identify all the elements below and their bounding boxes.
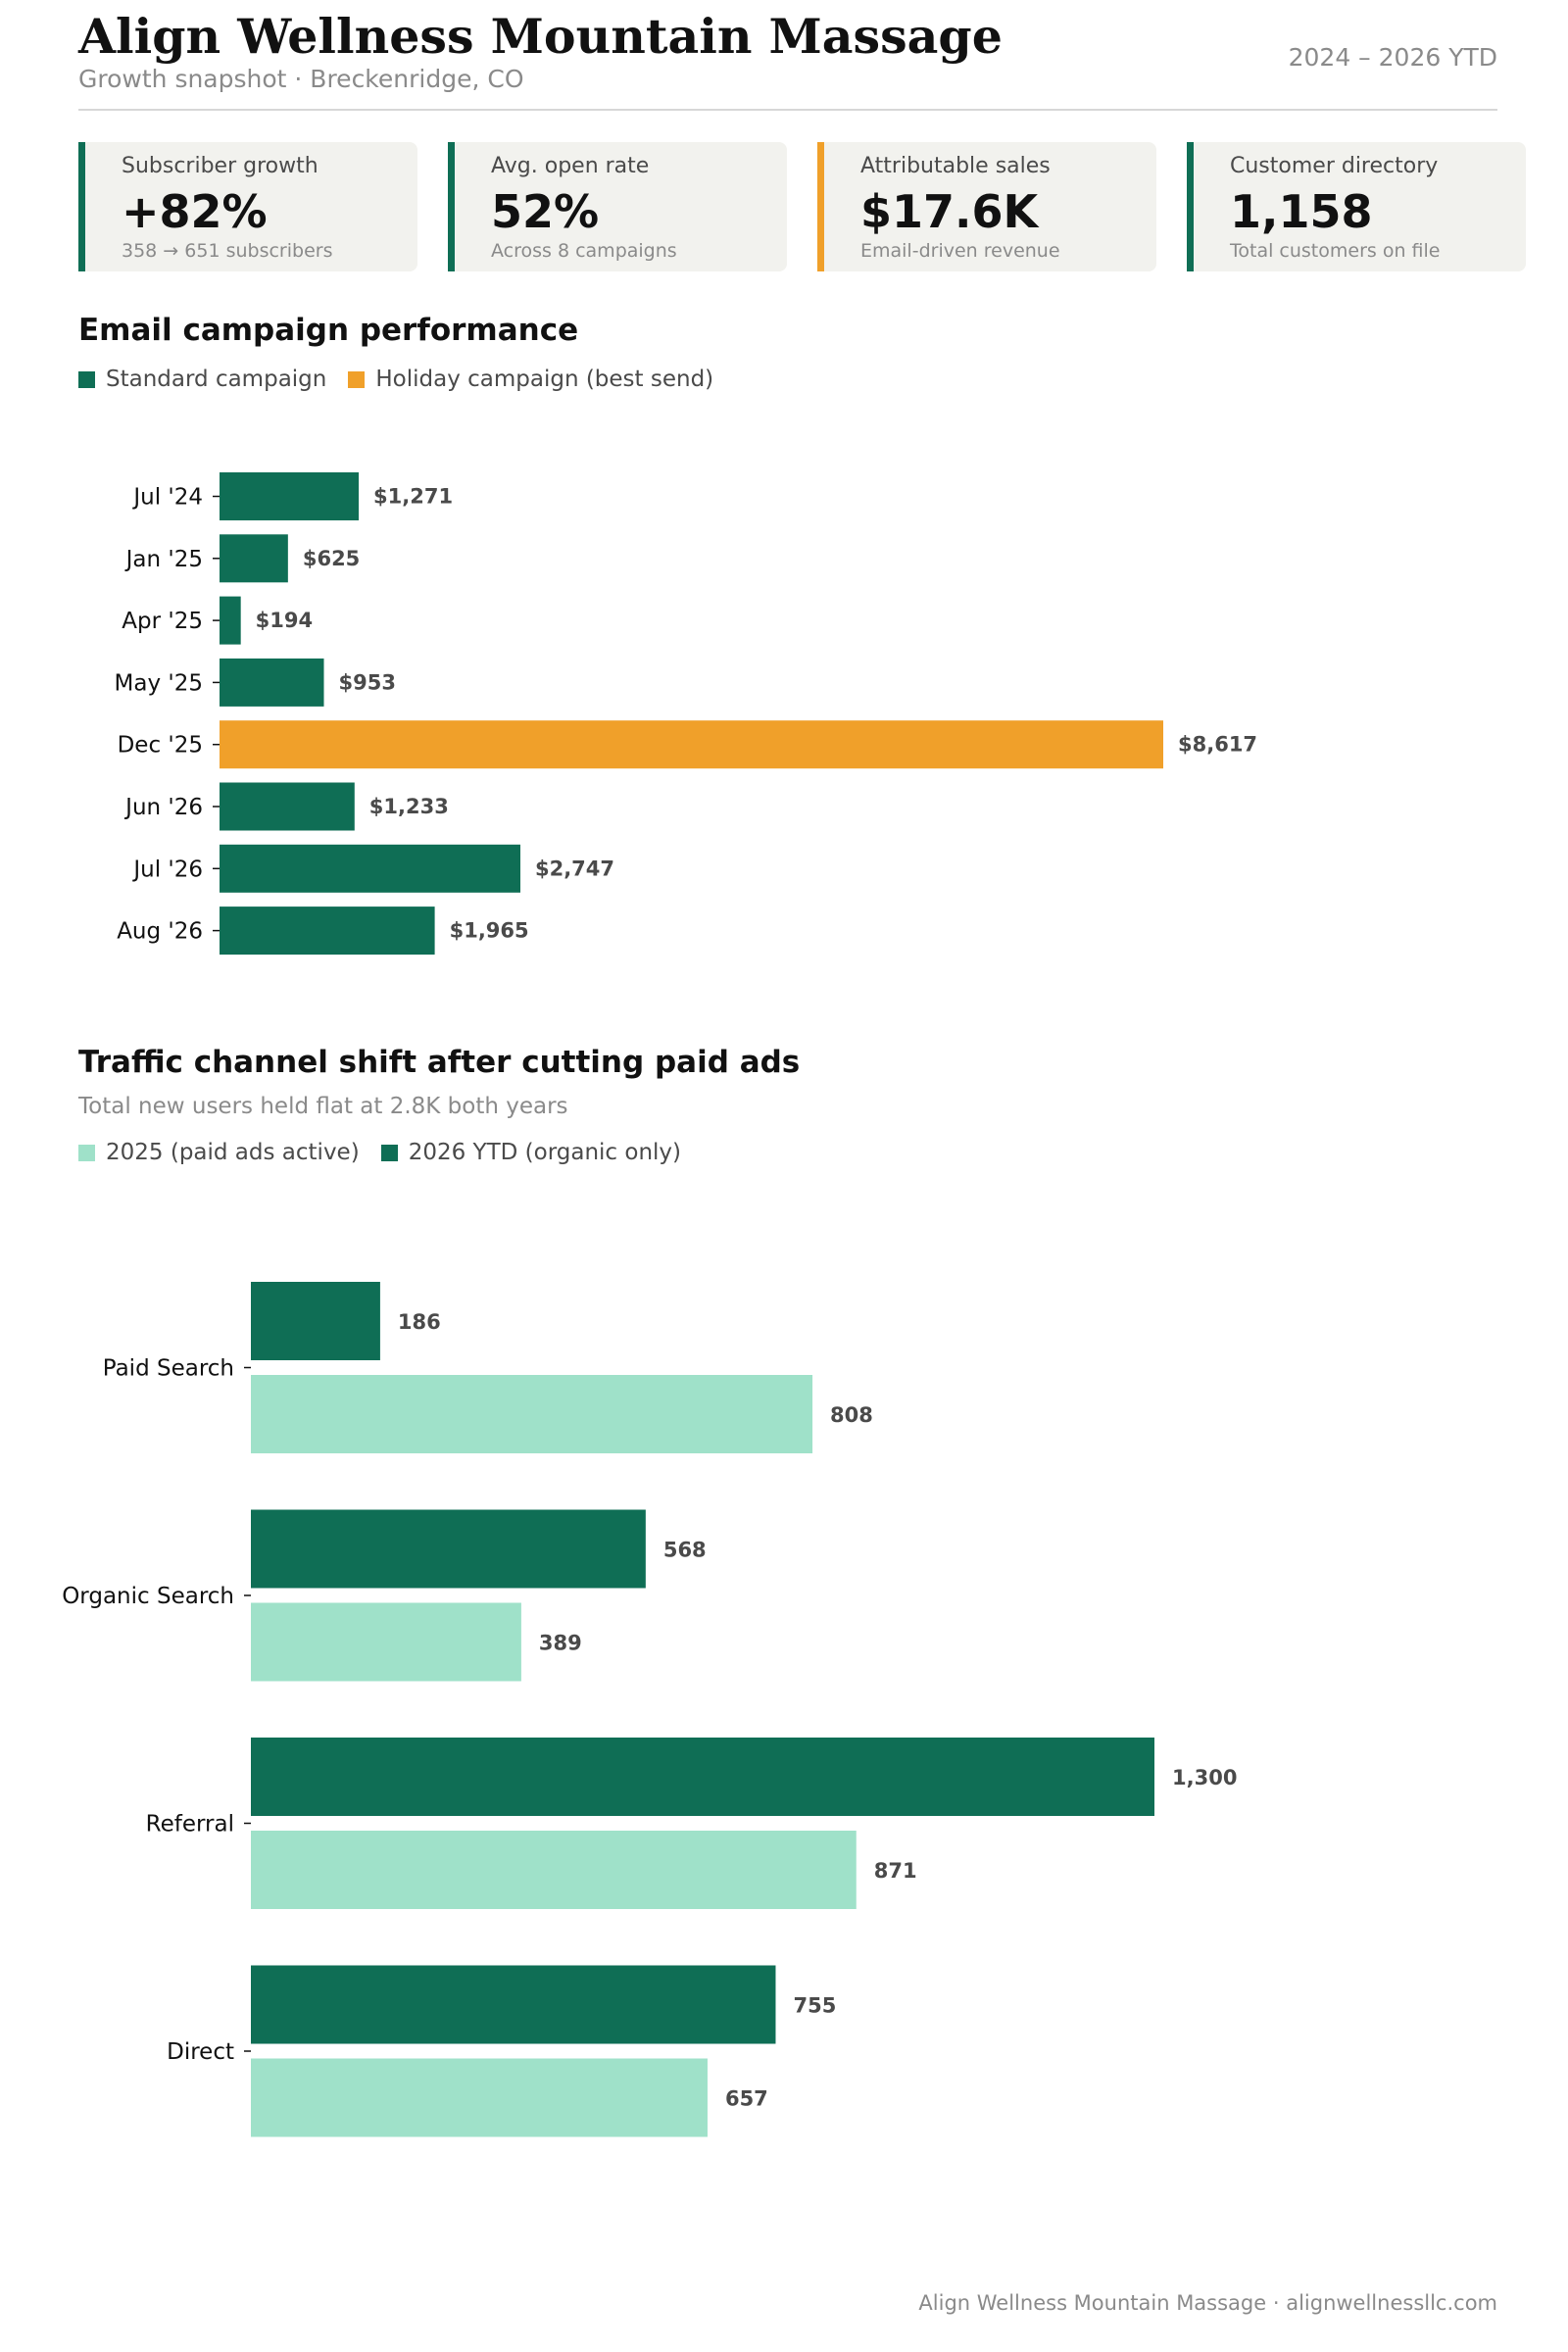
bar-2026 <box>251 1738 1154 1816</box>
bar-value-label: 755 <box>793 1994 836 2018</box>
bar-value-label: $953 <box>339 670 396 694</box>
legend-item-holiday: Holiday campaign (best send) <box>348 367 713 392</box>
traffic-chart-title: Traffic channel shift after cutting paid… <box>78 1045 801 1080</box>
legend-label-2026: 2026 YTD (organic only) <box>408 1140 681 1165</box>
kpi-subtext: Total customers on file <box>1230 240 1441 262</box>
kpi-subtext: Across 8 campaigns <box>491 240 677 262</box>
legend-label-2025: 2025 (paid ads active) <box>106 1140 360 1165</box>
y-tick-label: Referral <box>146 1812 234 1838</box>
bar-value-label: 1,300 <box>1172 1766 1237 1789</box>
bar-value-label: $1,271 <box>373 485 453 509</box>
y-tick-label: May '25 <box>115 670 203 696</box>
legend-label-standard: Standard campaign <box>106 367 327 392</box>
kpi-accent-bar <box>78 142 85 271</box>
legend-item-standard: Standard campaign <box>78 367 326 392</box>
legend-swatch-2025 <box>78 1144 95 1161</box>
bar-2025 <box>251 2058 708 2137</box>
bar-2026 <box>251 1282 380 1360</box>
email-campaign-chart: Jul '24 $1,271 Jan '25 $625 Apr '25 $194 May '… <box>115 472 1257 956</box>
email-bar <box>220 782 355 831</box>
kpi-label: Subscriber growth <box>122 154 318 178</box>
legend-label-holiday: Holiday campaign (best send) <box>375 367 714 392</box>
bar-value-label: $1,965 <box>450 919 529 943</box>
kpi-value: $17.6K <box>860 185 1039 238</box>
period-label: 2024 – 2026 YTD <box>1288 43 1497 72</box>
kpi-value: 1,158 <box>1230 185 1373 238</box>
bar-2026 <box>251 1965 776 2044</box>
traffic-chart-subtitle: Total new users held flat at 2.8K both y… <box>78 1094 568 1119</box>
kpi-label: Customer directory <box>1230 154 1439 178</box>
bar-value-label: $1,233 <box>369 795 449 818</box>
kpi-value: +82% <box>122 185 268 238</box>
email-chart-legend: Standard campaign Holiday campaign (best… <box>78 367 735 392</box>
email-bar <box>220 906 435 956</box>
y-tick-label: Dec '25 <box>118 733 203 759</box>
email-bar <box>220 534 288 583</box>
kpi-card-subscriber-growth: Subscriber growth +82% 358 → 651 subscri… <box>78 142 417 271</box>
bar-2026 <box>251 1509 646 1589</box>
y-tick-label: Jun '26 <box>123 795 203 820</box>
legend-item-2025: 2025 (paid ads active) <box>78 1140 360 1165</box>
bar-2025 <box>251 1375 813 1453</box>
y-tick-label: Paid Search <box>103 1356 234 1382</box>
bar-value-label: 871 <box>874 1859 917 1883</box>
kpi-accent-bar <box>1187 142 1194 271</box>
page-title: Align Wellness Mountain Massage <box>78 8 1003 65</box>
kpi-card-open-rate: Avg. open rate 52% Across 8 campaigns <box>448 142 787 271</box>
kpi-card-customer-directory: Customer directory 1,158 Total customers… <box>1187 142 1526 271</box>
email-chart-title: Email campaign performance <box>78 313 579 348</box>
y-tick-label: Organic Search <box>62 1584 234 1609</box>
bar-value-label: 186 <box>398 1310 441 1334</box>
legend-swatch-standard <box>78 370 95 388</box>
traffic-channel-chart: 186 808 Paid Search 568 389 Organic Search 1,3… <box>62 1282 1237 2137</box>
kpi-subtext: 358 → 651 subscribers <box>122 240 333 262</box>
kpi-label: Attributable sales <box>860 154 1051 178</box>
kpi-card-attributable-sales: Attributable sales $17.6K Email-driven r… <box>817 142 1156 271</box>
y-tick-label: Direct <box>167 2039 234 2065</box>
legend-swatch-holiday <box>348 370 366 388</box>
kpi-label: Avg. open rate <box>491 154 650 178</box>
email-bar <box>220 596 241 645</box>
header-divider <box>78 109 1497 111</box>
y-tick-label: Apr '25 <box>122 609 203 634</box>
bar-2025 <box>251 1831 857 1909</box>
kpi-accent-bar <box>817 142 824 271</box>
legend-swatch-2026 <box>380 1144 398 1161</box>
traffic-chart-legend: 2025 (paid ads active) 2026 YTD (organic… <box>78 1140 703 1165</box>
bar-2025 <box>251 1602 521 1682</box>
kpi-subtext: Email-driven revenue <box>860 240 1060 262</box>
email-bar <box>220 720 1163 769</box>
email-bar <box>220 472 360 520</box>
y-tick-label: Jul '26 <box>131 857 203 882</box>
footer-text: Align Wellness Mountain Massage · alignw… <box>918 2291 1497 2315</box>
bar-value-label: 568 <box>663 1539 707 1562</box>
email-bar <box>220 658 324 707</box>
y-tick-label: Aug '26 <box>117 919 203 945</box>
kpi-value: 52% <box>491 185 600 238</box>
bar-value-label: $2,747 <box>535 857 614 880</box>
kpi-accent-bar <box>448 142 455 271</box>
email-bar <box>220 844 520 893</box>
legend-item-2026: 2026 YTD (organic only) <box>380 1140 681 1165</box>
bar-value-label: $194 <box>256 609 313 632</box>
y-tick-label: Jul '24 <box>131 485 203 511</box>
bar-value-label: $8,617 <box>1178 733 1257 757</box>
bar-value-label: 389 <box>539 1632 582 1655</box>
page-subtitle: Growth snapshot · Breckenridge, CO <box>78 65 524 93</box>
bar-value-label: 808 <box>830 1403 873 1427</box>
y-tick-label: Jan '25 <box>124 547 203 572</box>
bar-value-label: 657 <box>725 2087 768 2111</box>
bar-value-label: $625 <box>303 547 360 570</box>
